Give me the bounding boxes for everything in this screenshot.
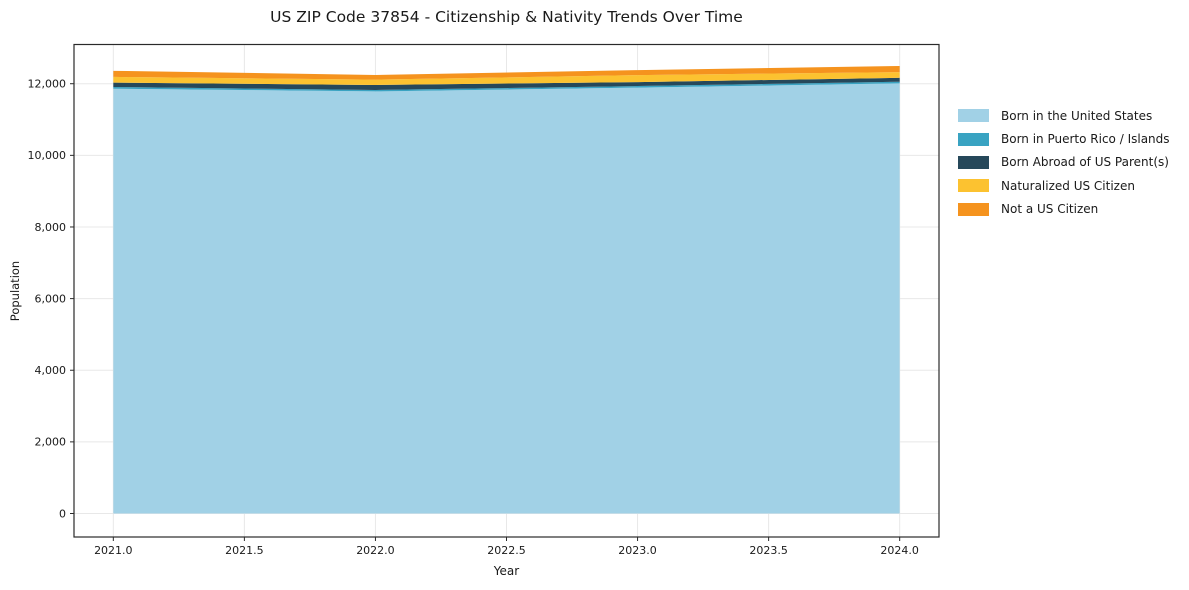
- legend-swatch-born-in-us: [958, 109, 989, 123]
- axis-ticks: 0 2,000 4,000 6,000 8,000 10,000 12,000 2021.0 2…: [28, 78, 919, 557]
- area-series: [113, 65, 900, 514]
- area-series-3: [113, 72, 900, 85]
- y-tick-label: 12,000: [28, 78, 67, 91]
- area-series-2: [113, 77, 900, 90]
- y-tick-label: 6,000: [35, 292, 67, 305]
- legend-item: Born in the United States: [958, 104, 1170, 127]
- x-tick-label: 2021.0: [94, 544, 133, 557]
- legend-label: Not a US Citizen: [1001, 202, 1099, 217]
- y-tick-label: 2,000: [35, 436, 67, 449]
- y-tick-label: 10,000: [28, 149, 67, 162]
- legend-swatch-born-abroad: [958, 155, 989, 169]
- x-tick-label: 2023.5: [749, 544, 788, 557]
- legend-label: Born Abroad of US Parent(s): [1001, 155, 1169, 170]
- area-series-1: [113, 81, 900, 92]
- chart-title: US ZIP Code 37854 - Citizenship & Nativi…: [270, 8, 743, 26]
- legend-swatch-naturalized: [958, 179, 989, 193]
- x-axis-label: Year: [493, 564, 520, 578]
- x-tick-label: 2021.5: [225, 544, 264, 557]
- x-tick-label: 2024.0: [880, 544, 919, 557]
- x-tick-label: 2022.5: [487, 544, 526, 557]
- legend-item: Not a US Citizen: [958, 198, 1170, 221]
- legend-label: Born in Puerto Rico / Islands: [1001, 132, 1170, 147]
- legend-item: Born in Puerto Rico / Islands: [958, 127, 1170, 150]
- y-axis-label: Population: [8, 260, 22, 322]
- x-tick-label: 2022.0: [356, 544, 395, 557]
- y-tick-label: 0: [59, 507, 66, 520]
- legend-item: Born Abroad of US Parent(s): [958, 151, 1170, 174]
- legend: Born in the United States Born in Puerto…: [958, 104, 1170, 221]
- y-tick-label: 8,000: [35, 221, 67, 234]
- legend-label: Born in the United States: [1001, 108, 1153, 123]
- legend-swatch-puerto-rico-islands: [958, 132, 989, 146]
- x-tick-label: 2023.0: [618, 544, 657, 557]
- y-tick-label: 4,000: [35, 364, 67, 377]
- legend-swatch-not-citizen: [958, 202, 989, 216]
- legend-item: Naturalized US Citizen: [958, 174, 1170, 197]
- legend-label: Naturalized US Citizen: [1001, 178, 1135, 193]
- area-series-4: [113, 65, 900, 80]
- area-series-0: [113, 83, 900, 514]
